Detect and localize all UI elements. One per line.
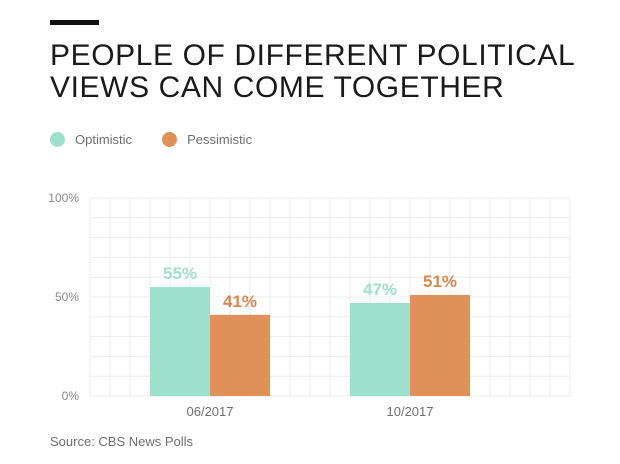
bar-optimistic-1	[350, 302, 410, 396]
legend-label-optimistic: Optimistic	[75, 131, 133, 147]
chart-title-line-2: VIEWS CAN COME TOGETHER	[50, 71, 505, 104]
legend-item-pessimistic: Pessimistic	[162, 131, 253, 147]
chart-title-line-1: PEOPLE OF DIFFERENT POLITICAL	[50, 39, 576, 72]
y-tick-label: 0%	[62, 389, 80, 403]
bar-pessimistic-1	[410, 295, 470, 396]
legend-item-optimistic: Optimistic	[50, 131, 133, 147]
bar-optimistic-0	[150, 287, 210, 396]
legend-swatch-pessimistic	[162, 131, 178, 147]
data-label-optimistic-1: 47%	[363, 280, 397, 299]
data-label-optimistic-0: 55%	[163, 264, 197, 283]
chart-title: PEOPLE OF DIFFERENT POLITICAL VIEWS CAN …	[50, 40, 610, 104]
y-tick-label: 100%	[48, 191, 79, 205]
legend-swatch-optimistic	[50, 131, 65, 147]
data-label-pessimistic-0: 41%	[223, 292, 257, 311]
header-rule	[50, 20, 99, 25]
source-note: Source: CBS News Polls	[50, 434, 194, 449]
data-label-pessimistic-1: 51%	[423, 272, 457, 291]
x-tick-label: 06/2017	[187, 404, 234, 419]
bar-pessimistic-0	[210, 314, 270, 396]
legend-label-pessimistic: Pessimistic	[187, 131, 253, 147]
chart-legend: Optimistic Pessimistic	[50, 130, 282, 148]
y-tick-label: 50%	[55, 290, 79, 304]
x-tick-label: 10/2017	[387, 404, 434, 419]
